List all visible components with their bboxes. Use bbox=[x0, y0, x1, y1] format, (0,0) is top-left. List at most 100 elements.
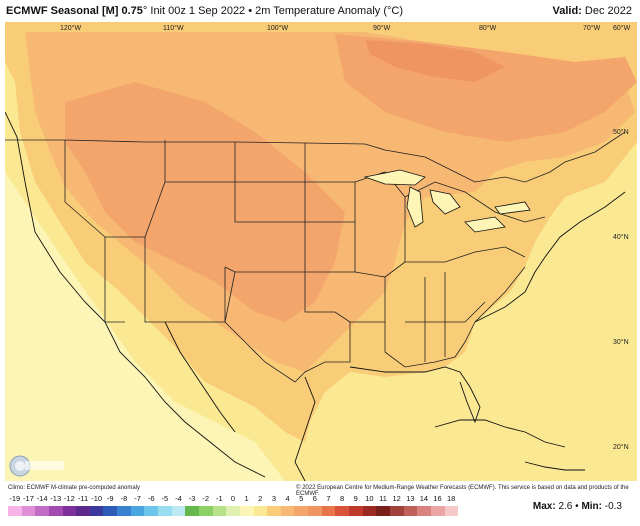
stats-separator: • bbox=[572, 501, 582, 512]
max-value: 2.6 bbox=[558, 501, 573, 512]
legend-tick-label: 3 bbox=[271, 494, 276, 503]
legend-tick-label: 11 bbox=[379, 494, 387, 503]
legend-swatch bbox=[185, 506, 199, 516]
legend-tick-label: 2 bbox=[258, 494, 263, 503]
legend-tick-label: -13 bbox=[50, 494, 62, 503]
logo-icon bbox=[9, 455, 64, 477]
legend-swatch bbox=[212, 506, 227, 516]
legend-swatch bbox=[158, 506, 172, 516]
map-canvas: 120°W 110°W 100°W 90°W 80°W 70°W 60°W 50… bbox=[5, 22, 637, 481]
legend-tick-label: 8 bbox=[339, 494, 345, 503]
legend-tick-label: -6 bbox=[147, 494, 155, 503]
legend-swatch bbox=[280, 506, 295, 516]
lat-label: 50°N bbox=[613, 128, 629, 136]
legend-swatch bbox=[171, 506, 186, 516]
legend-tick-label: -2 bbox=[202, 494, 210, 503]
legend-tick-label: -5 bbox=[161, 494, 169, 503]
legend-swatch bbox=[308, 506, 322, 516]
lat-label: 30°N bbox=[613, 338, 629, 346]
legend-tick-label: 5 bbox=[299, 494, 304, 503]
legend-tick-label: -17 bbox=[23, 494, 34, 503]
legend-tick-label: 6 bbox=[312, 494, 317, 503]
legend-swatch bbox=[76, 506, 90, 516]
max-min-stats: Max: 2.6 • Min: -0.3 bbox=[533, 501, 622, 512]
lon-label: 60°W bbox=[613, 24, 631, 32]
legend-tick-label: -7 bbox=[134, 494, 141, 503]
footer-credits: Climo: ECMWF M-climate pre-computed anom… bbox=[0, 483, 640, 497]
weatherbell-logo bbox=[9, 453, 65, 479]
legend-tick-label: 13 bbox=[406, 494, 415, 503]
legend-tick-label: -10 bbox=[91, 494, 103, 503]
legend-tick-label: 1 bbox=[244, 494, 249, 503]
coastline bbox=[5, 111, 626, 481]
legend-swatch bbox=[89, 506, 104, 516]
legend-tick-label: -3 bbox=[188, 494, 196, 503]
legend-labels: -19 -17 -14 -13 -12 -11 -10 -9 -8 -7 -6 -5 -4 -3 -2 -1 0… bbox=[8, 494, 458, 506]
legend-swatch bbox=[226, 506, 240, 516]
legend-tick-label: -11 bbox=[77, 494, 89, 503]
legend-swatch bbox=[198, 506, 213, 516]
legend-swatch bbox=[130, 506, 145, 516]
legend-tick-label: 7 bbox=[326, 494, 331, 503]
anomaly-map[interactable]: 120°W 110°W 100°W 90°W 80°W 70°W 60°W 50… bbox=[5, 22, 637, 481]
legend-tick-label: -12 bbox=[63, 494, 75, 503]
legend-swatch bbox=[62, 506, 77, 516]
legend-swatch bbox=[48, 506, 63, 516]
legend-tick-label: -9 bbox=[106, 494, 114, 503]
legend-swatch bbox=[239, 506, 254, 516]
legend-tick-label: 10 bbox=[365, 494, 374, 503]
legend-swatch bbox=[403, 506, 418, 516]
legend-tick-label: 14 bbox=[419, 494, 429, 503]
valid-label: Valid: bbox=[552, 5, 582, 17]
lon-label: 70°W bbox=[583, 24, 601, 32]
valid-date: Valid: Dec 2022 bbox=[553, 5, 633, 17]
lon-label: 80°W bbox=[479, 24, 497, 32]
min-label: Min: bbox=[581, 501, 602, 512]
legend-tick-label: 4 bbox=[285, 494, 290, 503]
legend-swatch bbox=[294, 506, 309, 516]
legend-swatch bbox=[21, 506, 36, 516]
lon-labels: 120°W 110°W 100°W 90°W 80°W 70°W 60°W bbox=[60, 24, 631, 32]
min-value: -0.3 bbox=[604, 501, 622, 512]
legend-swatch bbox=[35, 506, 49, 516]
legend-swatch bbox=[117, 506, 131, 516]
legend-tick-label: -4 bbox=[175, 494, 182, 503]
legend-tick-label: 12 bbox=[392, 494, 401, 503]
legend-tick-label: 9 bbox=[353, 494, 358, 503]
map-title: ECMWF Seasonal [M] 0.75° Init 00z 1 Sep … bbox=[6, 5, 403, 17]
anomaly-warmer-patch bbox=[365, 40, 505, 82]
max-label: Max: bbox=[532, 501, 556, 512]
legend-tick-label: -14 bbox=[36, 494, 48, 503]
legend-swatch bbox=[103, 506, 118, 516]
legend-swatch bbox=[362, 506, 377, 516]
lon-label: 90°W bbox=[373, 24, 391, 32]
lat-label: 20°N bbox=[613, 443, 629, 451]
legend-swatch bbox=[376, 506, 390, 516]
legend-tick-label: -1 bbox=[216, 494, 223, 503]
legend-swatch bbox=[144, 506, 159, 516]
legend-swatch bbox=[335, 506, 350, 516]
legend-swatch bbox=[444, 506, 459, 516]
legend-tick-label: -8 bbox=[120, 494, 128, 503]
lat-labels: 50°N 40°N 30°N 20°N bbox=[613, 128, 629, 451]
degree-symbol: ° bbox=[142, 5, 148, 17]
legend-swatch bbox=[349, 506, 363, 516]
title-details: Init 00z 1 Sep 2022 • 2m Temperature Ano… bbox=[147, 5, 404, 17]
legend-swatch bbox=[430, 506, 445, 516]
legend-tick-label: 16 bbox=[433, 494, 442, 503]
legend-tick-label: 18 bbox=[447, 494, 456, 503]
legend-tick-label: 0 bbox=[230, 494, 236, 503]
great-lakes bbox=[363, 169, 531, 233]
political-borders bbox=[5, 131, 626, 383]
legend-swatch bbox=[417, 506, 431, 516]
model-name: ECMWF Seasonal [M] 0.75 bbox=[6, 5, 143, 17]
lon-label: 120°W bbox=[60, 24, 81, 32]
legend-swatch bbox=[267, 506, 281, 516]
legend-swatch bbox=[8, 506, 22, 516]
legend-swatch bbox=[253, 506, 268, 516]
lon-label: 110°W bbox=[163, 24, 184, 32]
climo-note: Climo: ECMWF M-climate pre-computed anom… bbox=[8, 485, 141, 491]
lat-label: 40°N bbox=[613, 233, 629, 241]
legend-swatch bbox=[321, 506, 336, 516]
legend-swatch bbox=[389, 506, 404, 516]
